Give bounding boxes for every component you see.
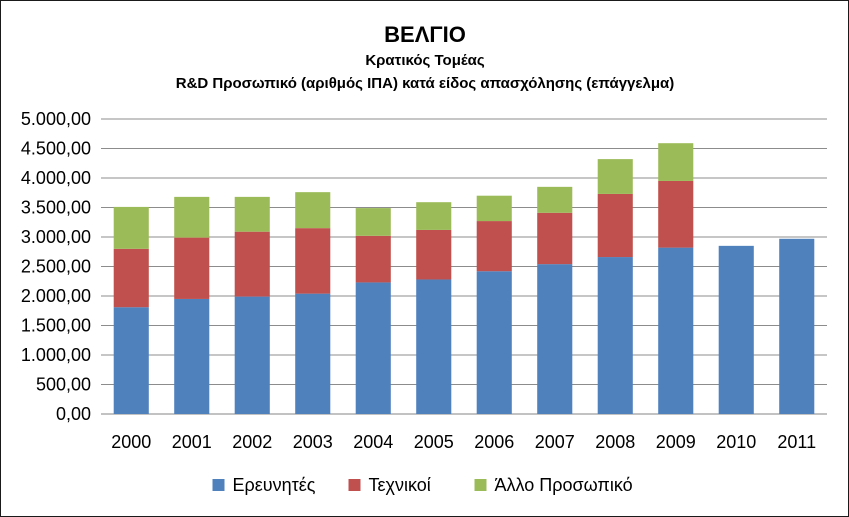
x-tick-label: 2008 (595, 432, 635, 452)
x-tick-label: 2002 (232, 432, 272, 452)
bar-segment (355, 208, 391, 236)
y-tick-label: 500,00 (36, 375, 91, 395)
legend-swatch (348, 479, 361, 491)
y-tick-label: 3.500,00 (21, 198, 91, 218)
bar-segment (416, 279, 452, 414)
y-axis-ticks: 0,00 500,00 1.000,00 1.500,00 2.000,00 2.500,… (21, 109, 91, 424)
x-tick-label: 2004 (353, 432, 393, 452)
bar-segment (476, 221, 512, 272)
y-tick-label: 4.000,00 (21, 168, 91, 188)
x-tick-label: 2007 (535, 432, 575, 452)
y-tick-label: 2.000,00 (21, 286, 91, 306)
x-tick-label: 2003 (293, 432, 333, 452)
legend-swatch (474, 479, 487, 491)
x-tick-label: 2005 (414, 432, 454, 452)
bar-segment (658, 143, 694, 181)
y-tick-label: 1.000,00 (21, 345, 91, 365)
bar-segment (718, 245, 754, 414)
legend-label: Άλλο Προσωπικό (495, 475, 633, 495)
bar-segment (295, 228, 331, 294)
bar-segment (597, 193, 633, 258)
y-tick-label: 2.500,00 (21, 257, 91, 277)
bar-segment (355, 282, 391, 414)
bar-segment (658, 180, 694, 248)
bar-segment (234, 296, 270, 414)
legend-label: Τεχνικοί (369, 475, 431, 495)
bar-segment (537, 264, 573, 414)
y-tick-label: 3.000,00 (21, 227, 91, 247)
bar-segment (174, 196, 210, 238)
bars (113, 143, 815, 414)
bar-segment (174, 298, 210, 414)
bar-segment (113, 206, 149, 249)
bar-segment (537, 212, 573, 265)
bar-segment (658, 247, 694, 414)
x-tick-label: 2010 (716, 432, 756, 452)
bar-segment (597, 257, 633, 414)
bar-segment (537, 186, 573, 213)
bar-segment (234, 196, 270, 232)
bar-segment (113, 248, 149, 308)
bar-segment (476, 195, 512, 222)
legend-label: Ερευνητές (233, 475, 316, 495)
x-tick-label: 2011 (777, 432, 816, 452)
y-tick-label: 4.500,00 (21, 139, 91, 159)
bar-segment (355, 235, 391, 283)
chart-subtitle-2: R&D Προσωπικό (αριθμός ΙΠΑ) κατά είδος α… (176, 75, 675, 92)
y-tick-label: 1.500,00 (21, 316, 91, 336)
x-tick-label: 2000 (111, 432, 151, 452)
bar-segment (234, 231, 270, 297)
x-tick-label: 2006 (474, 432, 514, 452)
x-tick-label: 2009 (656, 432, 696, 452)
bar-segment (779, 238, 815, 414)
chart-subtitle: Κρατικός Τομέας (365, 52, 485, 69)
chart-title: ΒΕΛΓΙΟ (384, 22, 466, 47)
x-tick-label: 2001 (172, 432, 212, 452)
bar-segment (295, 293, 331, 414)
legend-swatch (212, 479, 225, 491)
bar-segment (476, 271, 512, 414)
y-tick-label: 5.000,00 (21, 109, 91, 129)
bar-segment (416, 229, 452, 280)
bar-segment (113, 307, 149, 414)
bar-segment (597, 159, 633, 194)
bar-segment (416, 202, 452, 230)
legend: Ερευνητές Τεχνικοί Άλλο Προσωπικό (212, 475, 633, 495)
bar-segment (174, 237, 210, 299)
y-tick-label: 0,00 (56, 404, 91, 424)
x-axis-ticks: 2000 2001 2002 2003 2004 2005 2006 2007 2008 2009… (111, 432, 816, 452)
gridlines (101, 118, 827, 415)
bar-segment (295, 192, 331, 229)
